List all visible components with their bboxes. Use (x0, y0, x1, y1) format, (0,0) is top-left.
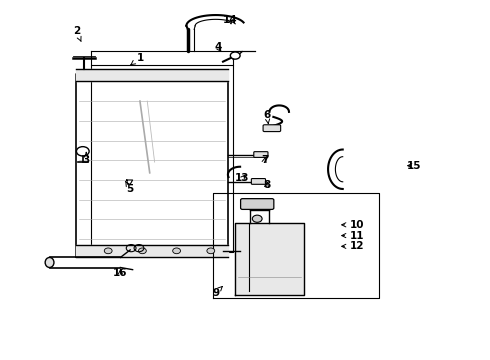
Text: 6: 6 (263, 111, 270, 123)
Text: 14: 14 (223, 15, 238, 26)
FancyBboxPatch shape (251, 179, 266, 184)
Text: 13: 13 (235, 173, 250, 183)
FancyBboxPatch shape (263, 125, 281, 132)
Text: 15: 15 (406, 161, 421, 171)
Text: 5: 5 (125, 181, 134, 194)
Text: 11: 11 (342, 231, 365, 240)
Text: 4: 4 (215, 42, 222, 52)
Text: 2: 2 (73, 26, 81, 41)
Text: 3: 3 (83, 152, 90, 165)
Polygon shape (127, 180, 133, 184)
Circle shape (172, 248, 180, 254)
Text: 1: 1 (131, 53, 144, 65)
FancyBboxPatch shape (254, 152, 268, 157)
Polygon shape (235, 223, 304, 295)
Circle shape (76, 147, 89, 156)
FancyBboxPatch shape (241, 199, 274, 210)
Text: 7: 7 (261, 155, 268, 165)
Text: 16: 16 (113, 268, 128, 278)
Text: 10: 10 (342, 220, 365, 230)
Circle shape (252, 215, 262, 222)
Ellipse shape (45, 257, 54, 267)
Circle shape (230, 52, 240, 59)
Circle shape (207, 248, 215, 254)
Circle shape (139, 248, 147, 254)
Text: 12: 12 (342, 241, 365, 251)
Text: 9: 9 (212, 287, 222, 298)
Text: 8: 8 (263, 180, 270, 190)
Circle shape (104, 248, 112, 254)
